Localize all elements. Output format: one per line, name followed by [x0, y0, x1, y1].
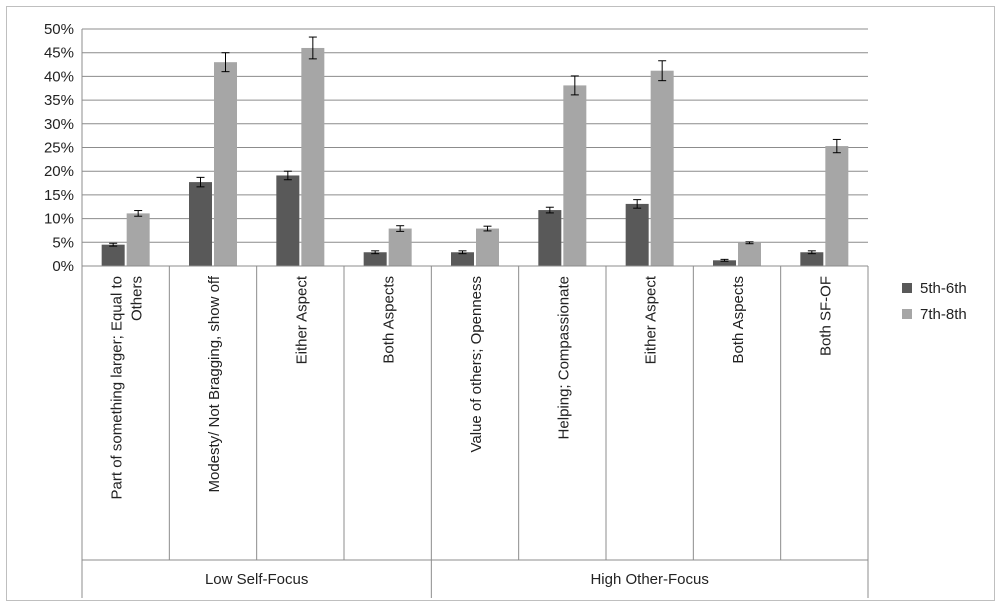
- bar-5th-6th: [451, 252, 474, 266]
- bar-7th-8th: [388, 228, 412, 266]
- bar-7th-8th: [738, 242, 761, 266]
- category-label: Modesty/ Not Bragging, show off: [206, 275, 223, 492]
- category-label: Either Aspect: [643, 275, 660, 364]
- y-tick-label: 0%: [52, 258, 74, 275]
- bar-5th-6th: [625, 203, 649, 266]
- bar-7th-8th: [650, 70, 674, 266]
- bar-5th-6th: [800, 252, 824, 266]
- bar-7th-8th: [476, 228, 499, 266]
- legend-label: 7th-8th: [920, 306, 967, 323]
- bar-7th-8th: [214, 62, 237, 267]
- bar-7th-8th: [301, 47, 325, 267]
- bar-5th-6th: [189, 182, 212, 266]
- legend-swatch: [902, 309, 912, 319]
- y-tick-label: 50%: [44, 21, 74, 38]
- axes: 0% 5% 10% 15% 20% 25% 30% 35% 40% 45% 50% Part of s…: [44, 21, 869, 598]
- category-label: Part of something larger; Equal to: [109, 276, 126, 499]
- category-label: Both Aspects: [730, 276, 747, 364]
- category-label: Both SF-OF: [817, 276, 834, 356]
- chart-frame: [6, 6, 995, 601]
- y-tick-label: 30%: [44, 116, 74, 133]
- legend-swatch: [902, 283, 912, 293]
- error-bars: [109, 36, 841, 262]
- bar-5th-6th: [101, 244, 125, 266]
- legend-label: 5th-6th: [920, 280, 967, 297]
- bar-5th-6th: [713, 260, 736, 266]
- y-tick-label: 10%: [44, 211, 74, 228]
- category-label: Helping; Compassionate: [555, 276, 572, 439]
- bar-7th-8th: [563, 85, 587, 266]
- y-tick-label: 5%: [52, 234, 74, 251]
- y-tick-label: 25%: [44, 140, 74, 157]
- legend: 5th-6th 7th-8th: [902, 280, 967, 323]
- gridlines: [82, 28, 868, 243]
- y-tick-label: 35%: [44, 92, 74, 109]
- y-tick-label: 40%: [44, 68, 74, 85]
- bar-5th-6th: [276, 175, 300, 266]
- category-label: Others: [129, 276, 146, 321]
- category-label: Value of others; Openness: [468, 276, 485, 453]
- y-tick-label: 45%: [44, 45, 74, 62]
- y-tick-label: 15%: [44, 187, 74, 204]
- bar-7th-8th: [126, 213, 150, 266]
- bar-5th-6th: [538, 210, 562, 266]
- bar-5th-6th: [363, 252, 387, 266]
- bars: [101, 47, 849, 267]
- group-label: High Other-Focus: [590, 571, 708, 588]
- category-label: Either Aspect: [293, 275, 310, 364]
- y-tick-label: 20%: [44, 163, 74, 180]
- bar-7th-8th: [825, 146, 849, 266]
- category-label: Both Aspects: [381, 276, 398, 364]
- group-label: Low Self-Focus: [205, 571, 308, 588]
